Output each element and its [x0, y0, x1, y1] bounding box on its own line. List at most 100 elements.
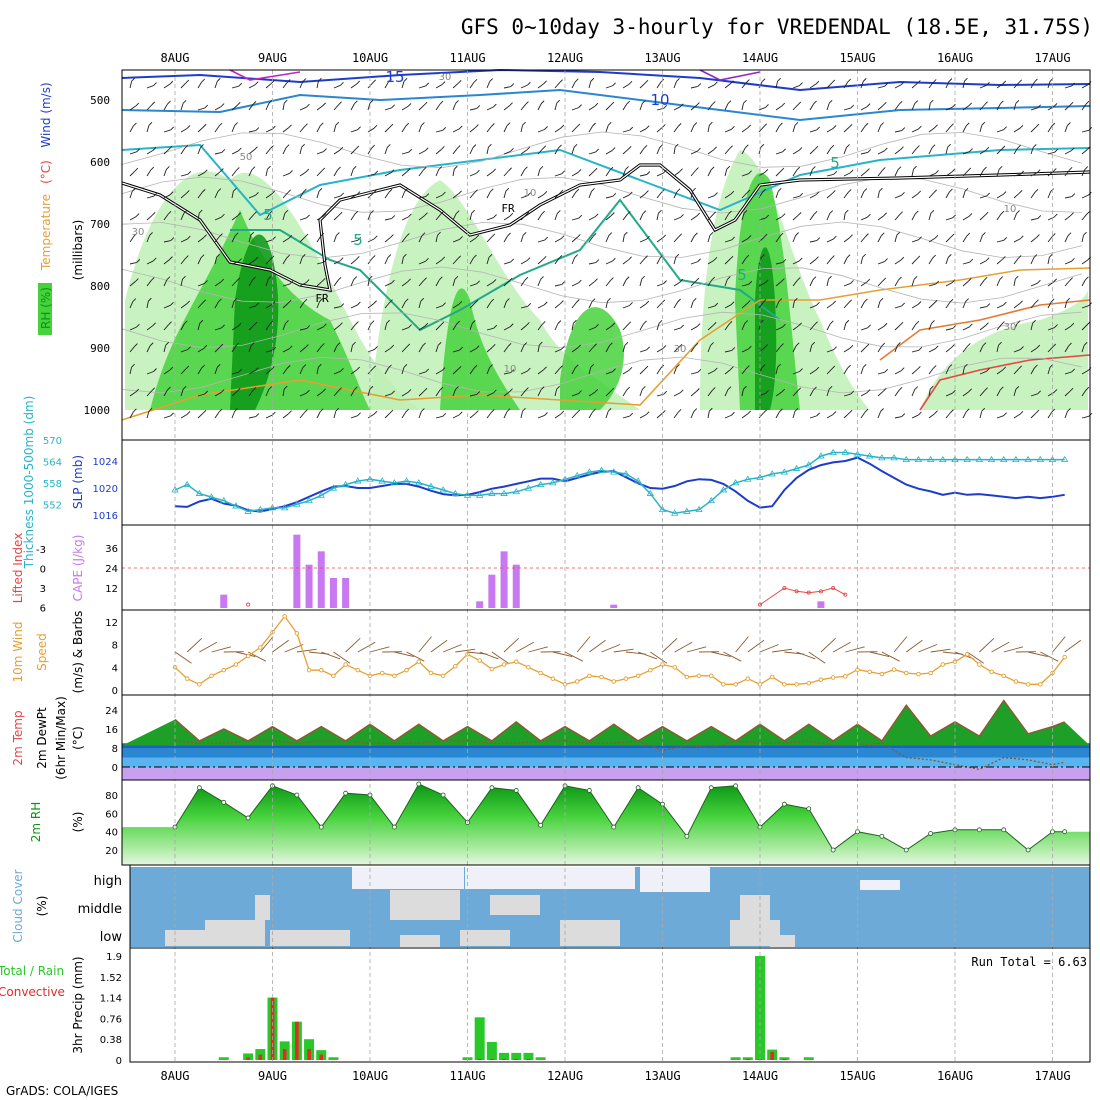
wind-barb-flag — [608, 232, 613, 236]
wind-barb — [809, 103, 814, 111]
wind-barb-flag — [1002, 256, 1006, 260]
wind-barb — [826, 238, 834, 243]
wind-barb — [622, 148, 629, 155]
wind-barb-flag — [306, 103, 310, 108]
wind-barb-flag — [289, 280, 294, 285]
wind-barb-flag — [1052, 233, 1056, 237]
wind-barb-flag — [900, 81, 905, 86]
wind-barb — [435, 305, 443, 309]
bottom-date-labels: 8AUG 9AUG 10AUG 11AUG 12AUG 13AUG 14AUG 15AUG 16… — [161, 1069, 1071, 1083]
wind-barb-flag — [322, 388, 326, 393]
wind-barb — [724, 169, 728, 177]
wind-barb-flag — [389, 299, 393, 303]
wind-barb — [214, 367, 218, 375]
isotherm-label: 50 — [240, 152, 253, 163]
wind-barb-flag — [405, 408, 410, 413]
wind10m-barb — [333, 651, 351, 664]
wind-barb-flag — [575, 188, 580, 193]
wind-barb — [367, 349, 375, 353]
wind-barb — [588, 391, 596, 397]
wind-barb — [1030, 147, 1034, 155]
wind-barb — [690, 150, 698, 155]
wind-barb — [248, 84, 256, 89]
wind-barb-flag — [898, 386, 903, 391]
wind-barb — [690, 261, 698, 265]
wind-barb-flag — [335, 407, 340, 412]
wind-barb-flag — [560, 300, 564, 304]
isotach-line — [121, 68, 1091, 92]
wind-barb-flag — [879, 297, 884, 302]
wind-barb-flag — [968, 213, 973, 217]
wind-barb — [197, 147, 201, 155]
wind-barb — [435, 324, 442, 331]
slp-line — [174, 456, 1065, 513]
wind-barb-flag — [713, 257, 718, 261]
wind-barb — [673, 126, 679, 133]
rh-marker — [611, 824, 617, 830]
wind-axis-label: Wind (m/s) — [39, 82, 53, 147]
wind-barb — [588, 216, 596, 221]
wind-barb-flag — [405, 233, 410, 237]
wind-barb — [197, 172, 205, 177]
wind-barb — [894, 390, 900, 397]
wind-barb-flag — [949, 298, 954, 303]
precip-total-bar — [474, 1017, 485, 1060]
wind-barb-flag — [726, 165, 731, 170]
wind10m-barb — [296, 648, 317, 653]
precip-convective-bar — [770, 1051, 774, 1060]
wind-barb — [180, 368, 187, 375]
wind-barb — [962, 346, 968, 353]
wind-barb — [265, 128, 273, 133]
wind10m-marker — [501, 662, 507, 667]
wind-barb-flag — [170, 237, 175, 241]
wind-barb-flag — [424, 212, 428, 216]
cloud-mid-block — [390, 890, 460, 920]
wind-barb — [707, 305, 715, 309]
wind-barb — [928, 173, 936, 177]
wind-barb-flag — [560, 124, 565, 129]
wind-barb — [1081, 169, 1086, 177]
wind-barb — [843, 172, 851, 177]
precip-total-bar — [742, 1057, 753, 1060]
wind10m-marker — [538, 670, 543, 676]
rh-marker — [489, 785, 495, 791]
precip-total-bar — [803, 1057, 814, 1060]
wind-barb — [826, 103, 830, 111]
thickness-marker — [622, 470, 630, 477]
wind-barb — [945, 191, 950, 199]
wind-barb-flag — [422, 167, 427, 171]
wind10m-barb — [1003, 646, 1024, 653]
wind-barb — [588, 125, 593, 133]
wind-barb-flag — [357, 126, 361, 131]
wind-barb-flag — [918, 411, 922, 416]
wind10m-barb — [516, 641, 534, 653]
wind-barb — [622, 369, 630, 375]
wind10m-marker — [294, 631, 300, 636]
wind-barb — [792, 125, 796, 133]
wind-barb-flag — [796, 277, 801, 281]
wind-barb-flag — [916, 366, 921, 370]
wind-barb — [1013, 127, 1021, 133]
wind-barb-flag — [318, 187, 323, 192]
thickness-marker — [524, 484, 533, 491]
wind-barb — [435, 149, 442, 155]
wind-barb-flag — [881, 342, 886, 347]
wind-barb — [503, 391, 510, 397]
wind-barb — [1047, 346, 1054, 353]
wind-barb-flag — [1019, 235, 1024, 240]
wind-barb-flag — [929, 385, 934, 390]
wind-barb — [520, 305, 528, 309]
wind-barb — [1081, 235, 1084, 243]
wind-barb — [520, 325, 527, 331]
wind-barb-flag — [186, 411, 191, 415]
wind-barb-flag — [611, 147, 616, 151]
wind-barb-flag — [372, 189, 377, 194]
wind-barb — [435, 214, 441, 221]
wind-barb-flag — [727, 100, 732, 104]
wind-barb — [877, 325, 885, 331]
wind-barb — [197, 347, 205, 353]
isotherm-line — [919, 354, 1091, 411]
thickness-marker — [585, 468, 594, 475]
wind-barb — [605, 235, 610, 243]
wind-barb — [860, 281, 868, 287]
